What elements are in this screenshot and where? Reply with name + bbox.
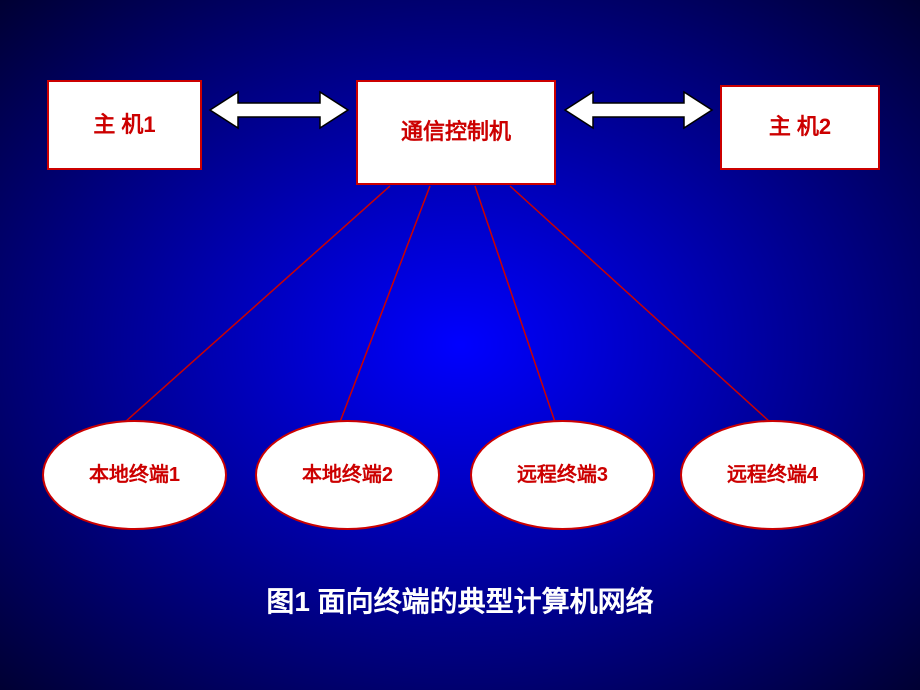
node-terminal1-label: 本地终端1 [69, 462, 200, 488]
node-terminal4: 远程终端4 [680, 420, 865, 530]
node-controller-label: 通信控制机 [397, 114, 515, 151]
node-terminal2-label: 本地终端2 [282, 462, 413, 488]
node-terminal4-label: 远程终端4 [707, 462, 838, 488]
node-terminal1: 本地终端1 [42, 420, 227, 530]
node-terminal2: 本地终端2 [255, 420, 440, 530]
node-host1: 主 机1 [47, 80, 202, 170]
node-host2-label: 主 机2 [765, 109, 835, 146]
node-terminal3: 远程终端3 [470, 420, 655, 530]
diagram-caption: 图1 面向终端的典型计算机网络 [0, 580, 920, 620]
node-host1-label: 主 机1 [89, 107, 159, 144]
node-controller: 通信控制机 [356, 80, 556, 185]
node-host2: 主 机2 [720, 85, 880, 170]
node-terminal3-label: 远程终端3 [497, 462, 628, 488]
